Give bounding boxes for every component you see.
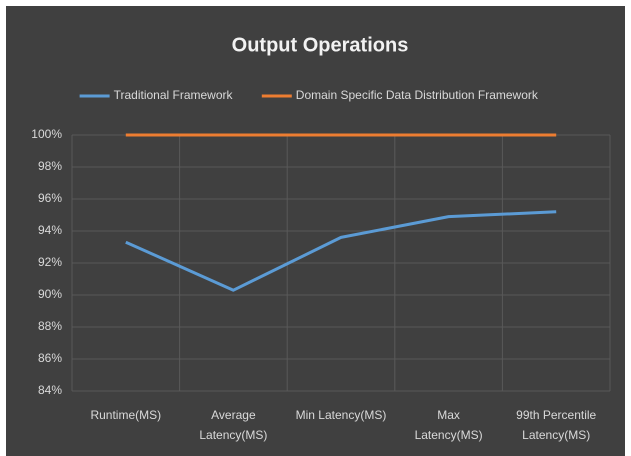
y-tick-label: 100% <box>31 127 62 141</box>
y-tick-label: 84% <box>38 383 62 397</box>
y-tick-label: 94% <box>38 223 62 237</box>
legend-label: Domain Specific Data Distribution Framew… <box>296 88 539 102</box>
series-line <box>125 210 557 292</box>
x-tick-label: Max Latency(MS) <box>414 408 483 442</box>
y-tick-label: 90% <box>38 287 62 301</box>
x-tick-label: Min Latency(MS) <box>295 408 387 422</box>
y-tick-label: 92% <box>38 255 62 269</box>
y-tick-label: 98% <box>38 159 62 173</box>
x-tick-label: Average Latency(MS) <box>199 408 268 442</box>
y-tick-label: 88% <box>38 319 62 333</box>
y-tick-label: 86% <box>38 351 62 365</box>
x-tick-label: Runtime(MS) <box>90 408 162 422</box>
x-tick-label: 99th Percentile Latency(MS) <box>516 408 597 442</box>
legend-label: Traditional Framework <box>114 88 234 102</box>
chart-title: Output Operations <box>232 34 409 56</box>
y-tick-label: 96% <box>38 191 62 205</box>
